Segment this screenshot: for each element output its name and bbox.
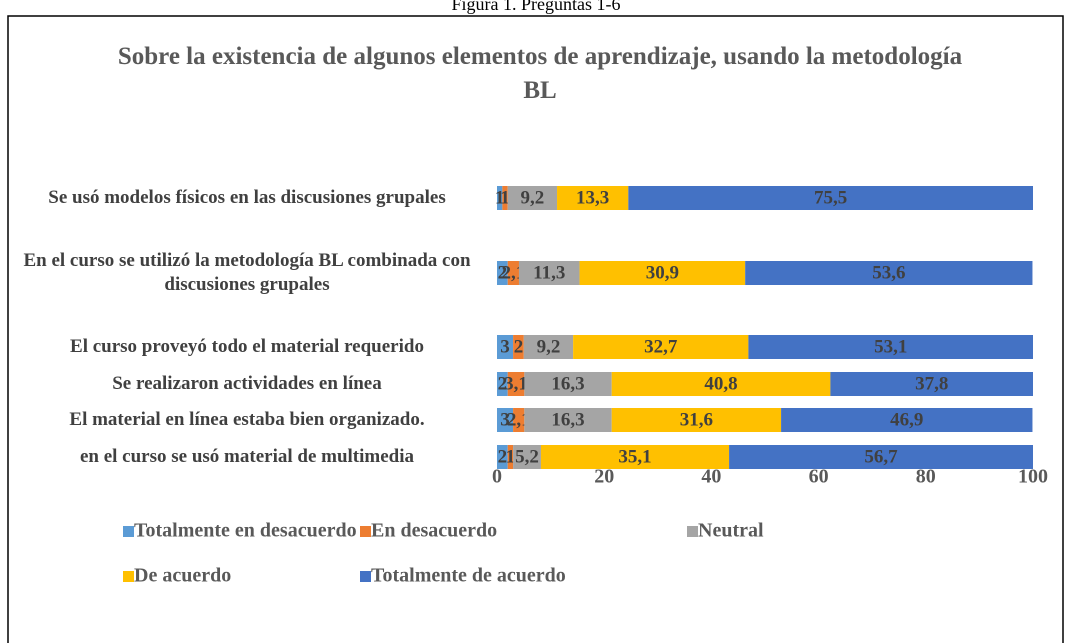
data-label: 2: [514, 336, 524, 357]
legend-swatch: [687, 526, 698, 537]
data-label: 75,5: [814, 187, 847, 208]
bar-segment: [513, 335, 524, 359]
bar-segment: [611, 408, 782, 432]
data-label: 1: [495, 187, 505, 208]
x-tick-label: 0: [492, 466, 502, 488]
bar-segment: [507, 261, 519, 285]
legend-swatch: [360, 571, 371, 582]
bar-segment: [502, 186, 508, 210]
data-label: 9,2: [521, 187, 545, 208]
data-label: 3,1: [504, 373, 528, 394]
data-label: 16,3: [551, 373, 584, 394]
x-tick-label: 100: [1018, 466, 1048, 488]
bar-segment: [497, 261, 508, 285]
data-label: 3: [500, 409, 510, 430]
data-label: 53,1: [874, 336, 907, 357]
data-label: 1: [506, 446, 516, 467]
data-label: 2: [498, 446, 508, 467]
x-tick-label: 40: [701, 466, 721, 488]
figure-caption: Figura 1. Preguntas 1-6: [452, 0, 621, 14]
data-label: 37,8: [915, 373, 948, 394]
bar-segment: [523, 335, 574, 359]
legend-label: En desacuerdo: [371, 520, 497, 542]
bar-segment: [830, 372, 1033, 396]
data-label: 16,3: [551, 409, 584, 430]
legend-swatch: [123, 571, 134, 582]
data-label: 31,6: [680, 409, 713, 430]
data-label: 40,8: [704, 373, 737, 394]
bar-segment: [745, 261, 1033, 285]
category-label: En el curso se utilizó la metodología BL…: [23, 250, 471, 295]
data-label: 13,3: [576, 187, 609, 208]
bar-segment: [497, 335, 514, 359]
data-label: 11,3: [533, 262, 565, 283]
bar-segment: [729, 445, 1033, 469]
category-label: Se usó modelos físicos en las discusione…: [48, 187, 446, 208]
legend-swatch: [360, 526, 371, 537]
bar-segment: [781, 408, 1033, 432]
legend-label: Neutral: [698, 520, 764, 542]
data-label: 56,7: [864, 446, 898, 467]
legend-label: Totalmente en desacuerdo: [134, 520, 357, 542]
bar-segment: [748, 335, 1033, 359]
category-label: Se realizaron actividades en línea: [112, 373, 382, 394]
data-label: 46,9: [890, 409, 923, 430]
bar-segment: [557, 186, 629, 210]
bar-segment: [497, 408, 514, 432]
bar-segment: [507, 186, 558, 210]
bar-segment: [540, 445, 730, 469]
category-label: El material en línea estaba bien organiz…: [69, 409, 425, 430]
bar-segment: [513, 408, 525, 432]
data-label: 2: [498, 373, 508, 394]
bar-segment: [497, 372, 508, 396]
data-label: 1: [500, 187, 510, 208]
legend-label: De acuerdo: [134, 565, 231, 587]
bar-segment: [628, 186, 1033, 210]
bar-segment: [497, 186, 503, 210]
data-label: 30,9: [646, 262, 679, 283]
legend-swatch: [123, 526, 134, 537]
data-label: 2: [498, 262, 508, 283]
bar-segment: [579, 261, 746, 285]
bar-segment: [518, 261, 580, 285]
bar-segment: [507, 372, 525, 396]
bar-segment: [513, 445, 541, 469]
bar-segment: [507, 445, 514, 469]
category-label: El curso proveyó todo el material requer…: [70, 336, 424, 357]
bar-segment: [524, 372, 612, 396]
x-tick-label: 60: [809, 466, 829, 488]
data-label: 32,7: [644, 336, 678, 357]
data-label: 35,1: [618, 446, 651, 467]
x-tick-label: 20: [594, 466, 614, 488]
bar-segment: [524, 408, 612, 432]
bar-segment: [611, 372, 831, 396]
data-label: 5,2: [515, 446, 539, 467]
data-label: 53,6: [872, 262, 905, 283]
chart-title: Sobre la existencia de algunos elementos…: [117, 43, 963, 104]
chart-border: [7, 15, 1064, 643]
legend-label: Totalmente de acuerdo: [371, 565, 566, 587]
x-tick-label: 80: [916, 466, 936, 488]
bar-segment: [497, 445, 508, 469]
data-label: 9,2: [537, 336, 561, 357]
data-label: 3: [500, 336, 510, 357]
category-label: en el curso se usó material de multimedi…: [79, 446, 415, 467]
bar-segment: [573, 335, 749, 359]
